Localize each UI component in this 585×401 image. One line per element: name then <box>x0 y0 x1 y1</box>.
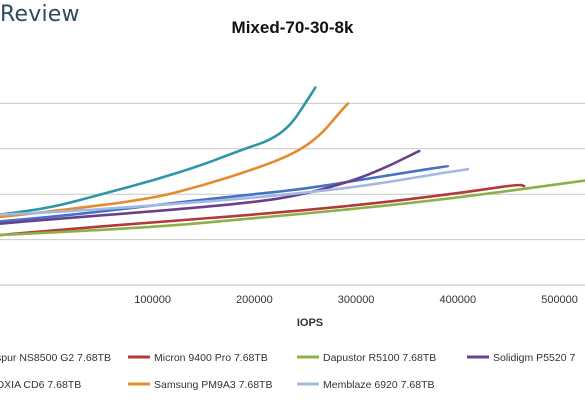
chart-title: Mixed-70-30-8k <box>231 18 354 37</box>
legend-label: Samsung PM9A3 7.68TB <box>154 379 272 391</box>
series-lines <box>0 86 585 237</box>
legend-label: Memblaze 6920 7.68TB <box>323 379 434 391</box>
brand-logo: Review <box>0 2 80 27</box>
grid <box>0 102 585 241</box>
x-tick-label: 500000 <box>541 294 578 306</box>
series-line-dapustor-r5100-7-68tb <box>0 179 585 237</box>
x-axis: 100000 200000 300000 400000 500000 <box>0 284 585 306</box>
x-tick-label: 200000 <box>236 294 273 306</box>
legend-label: Micron 9400 Pro 7.68TB <box>154 352 268 364</box>
series-line-solidigm-p5520-7-68tb <box>0 149 421 225</box>
series-line-micron-9400-pro-7-68tb <box>0 183 526 237</box>
series-line-inspur-ns8500-g2-7-68tb <box>0 164 449 223</box>
x-tick-label: 100000 <box>134 294 171 306</box>
x-axis-label: IOPS <box>297 317 323 329</box>
series-line-memblaze-6920-7-68tb <box>0 167 470 216</box>
series-line-samsung-pm9a3-7-68tb <box>0 102 350 219</box>
legend: spur NS8500 G2 7.68TB Micron 9400 Pro 7.6… <box>0 352 575 391</box>
series-line-kioxia-cd6-7-68tb <box>0 86 317 216</box>
legend-label: Solidigm P5520 7 <box>493 352 575 364</box>
legend-label: Dapustor R5100 7.68TB <box>323 352 436 364</box>
x-tick-label: 300000 <box>338 294 375 306</box>
legend-label: spur NS8500 G2 7.68TB <box>0 352 111 364</box>
legend-label: OXIA CD6 7.68TB <box>0 379 81 391</box>
x-tick-label: 400000 <box>439 294 476 306</box>
